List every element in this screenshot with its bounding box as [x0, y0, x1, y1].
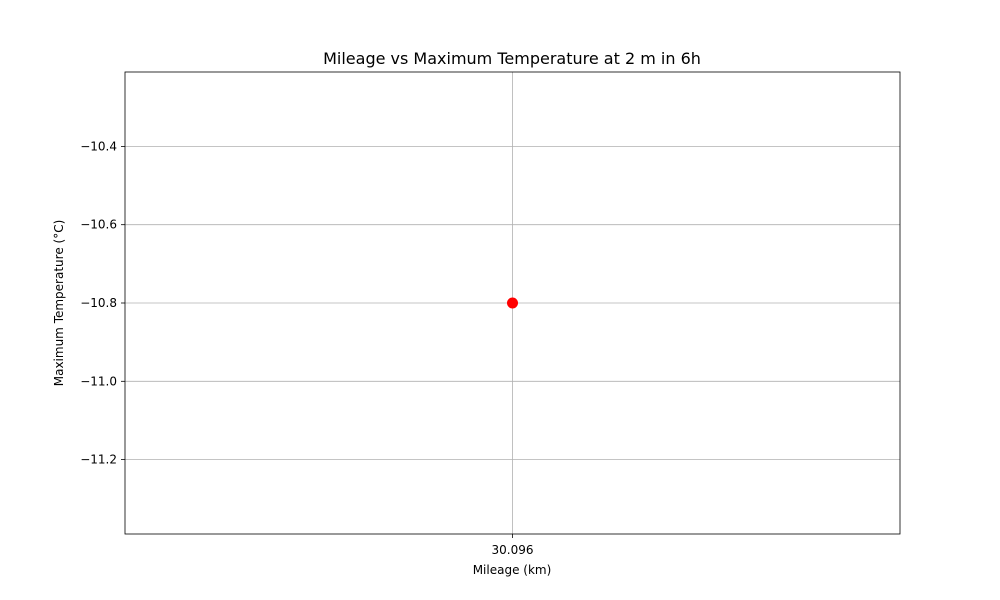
y-tick-label: −11.0 [80, 374, 117, 388]
y-tick-label: −10.8 [80, 296, 117, 310]
y-tick-label: −10.6 [80, 218, 117, 232]
y-tick-label: −10.4 [80, 139, 117, 153]
y-tick-label: −11.2 [80, 453, 117, 467]
marker-layer [507, 297, 518, 309]
chart-title: Mileage vs Maximum Temperature at 2 m in… [323, 49, 701, 68]
x-axis-label: Mileage (km) [473, 563, 552, 577]
data-point [507, 297, 518, 309]
x-tick-label: 30.096 [492, 543, 534, 557]
plot-area-frame [124, 71, 901, 535]
tick-layer: −11.2 −11.0 −10.8 −10.6 −10.4 30.096 [80, 139, 533, 557]
y-axis-label: Maximum Temperature (°C) [52, 220, 66, 387]
